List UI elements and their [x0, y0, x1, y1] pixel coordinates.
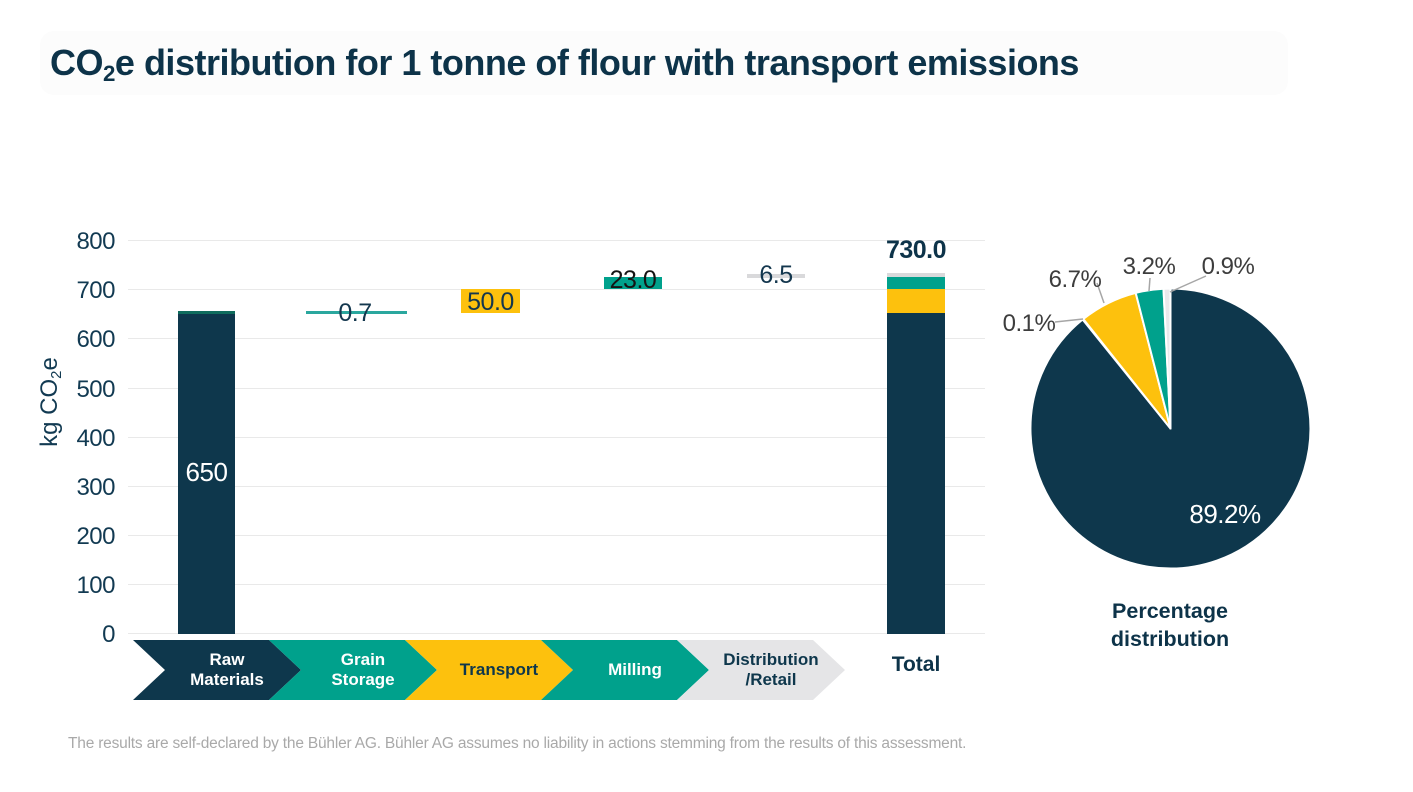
- chevron-label-distribution-retail: Distribution /Retail: [723, 649, 819, 689]
- y-axis-title-suffix: e: [36, 357, 63, 371]
- bar-milling: [604, 277, 662, 289]
- total-bar-distribution-segment: [887, 273, 945, 277]
- gridline-600: [128, 338, 985, 339]
- title-rest: e distribution for 1 tonne of flour with…: [114, 42, 1080, 83]
- gridline-500: [128, 388, 985, 389]
- ytick-0: 0: [102, 621, 115, 648]
- bar-label-milling: 23.0: [609, 266, 657, 294]
- gridline-400: [128, 437, 985, 438]
- bar-grain-storage: [306, 311, 407, 314]
- gridline-800: [128, 240, 985, 241]
- total-bar-transport-segment: [887, 289, 945, 313]
- y-axis-title-prefix: kg CO: [36, 378, 63, 447]
- chevron-raw-materials: Raw Materials: [133, 640, 301, 700]
- leader-transport: [1096, 282, 1105, 304]
- gridline-100: [128, 584, 985, 585]
- leader-milling: [1148, 277, 1151, 292]
- ytick-600: 600: [76, 326, 115, 353]
- pie-leader-lines: [1054, 275, 1207, 323]
- chevron-label-transport: Transport: [459, 659, 539, 679]
- bar-label-transport: 50.0: [467, 288, 514, 316]
- leader-grain: [1054, 318, 1084, 323]
- bar-distribution-retail: [747, 274, 805, 278]
- pie-label-transport: 6.7%: [1048, 266, 1102, 293]
- page-title: CO2e distribution for 1 tonne of flour w…: [50, 31, 1079, 95]
- pie-label-raw-materials: 89.2%: [1189, 499, 1261, 529]
- title-bar: CO2e distribution for 1 tonne of flour w…: [40, 31, 1288, 95]
- title-subscript: 2: [103, 61, 115, 87]
- pie-label-milling: 3.2%: [1122, 253, 1176, 280]
- title-prefix: CO: [50, 42, 104, 83]
- pie-title: Percentage distribution: [1110, 599, 1230, 652]
- bar-label-grain-storage: 0.7: [338, 299, 372, 327]
- ytick-300: 300: [76, 474, 115, 501]
- y-axis-title-subscript: 2: [49, 370, 66, 379]
- total-bar-milling-segment: [887, 277, 945, 289]
- bar-transport: [461, 289, 520, 313]
- gridline-700: [128, 289, 985, 290]
- leader-distribution: [1169, 275, 1207, 293]
- ytick-200: 200: [76, 523, 115, 550]
- ytick-500: 500: [76, 376, 115, 403]
- chevron-label-raw-materials: Raw Materials: [190, 649, 264, 689]
- chevron-grain-storage: Grain Storage: [269, 640, 437, 700]
- chevron-label-grain-storage: Grain Storage: [331, 649, 395, 689]
- bar-raw-materials: [178, 311, 235, 634]
- total-bar-raw-segment: [887, 313, 945, 634]
- gridline-300: [128, 486, 985, 487]
- total-category-label: Total: [891, 653, 941, 676]
- ytick-800: 800: [76, 228, 115, 255]
- bar-label-total: 730.0: [885, 236, 947, 264]
- gridline-200: [128, 535, 985, 536]
- ytick-100: 100: [76, 572, 115, 599]
- ytick-700: 700: [76, 277, 115, 304]
- ytick-400: 400: [76, 425, 115, 452]
- chevron-label-milling: Milling: [608, 659, 662, 679]
- bar-label-raw-materials: 650: [185, 457, 228, 487]
- pie-label-distribution-retail: 0.9%: [1201, 253, 1255, 280]
- gridline-0: [128, 633, 985, 634]
- y-axis-title: kg CO2e: [36, 316, 65, 488]
- disclaimer-text: The results are self-declared by the Büh…: [68, 735, 967, 752]
- pie-label-grain-storage: 0.1%: [1002, 310, 1056, 337]
- bar-label-distribution-retail: 6.5: [759, 261, 793, 289]
- pie-slice-distribution-retail: [1162, 287, 1172, 430]
- pie-chart: [1029, 287, 1312, 570]
